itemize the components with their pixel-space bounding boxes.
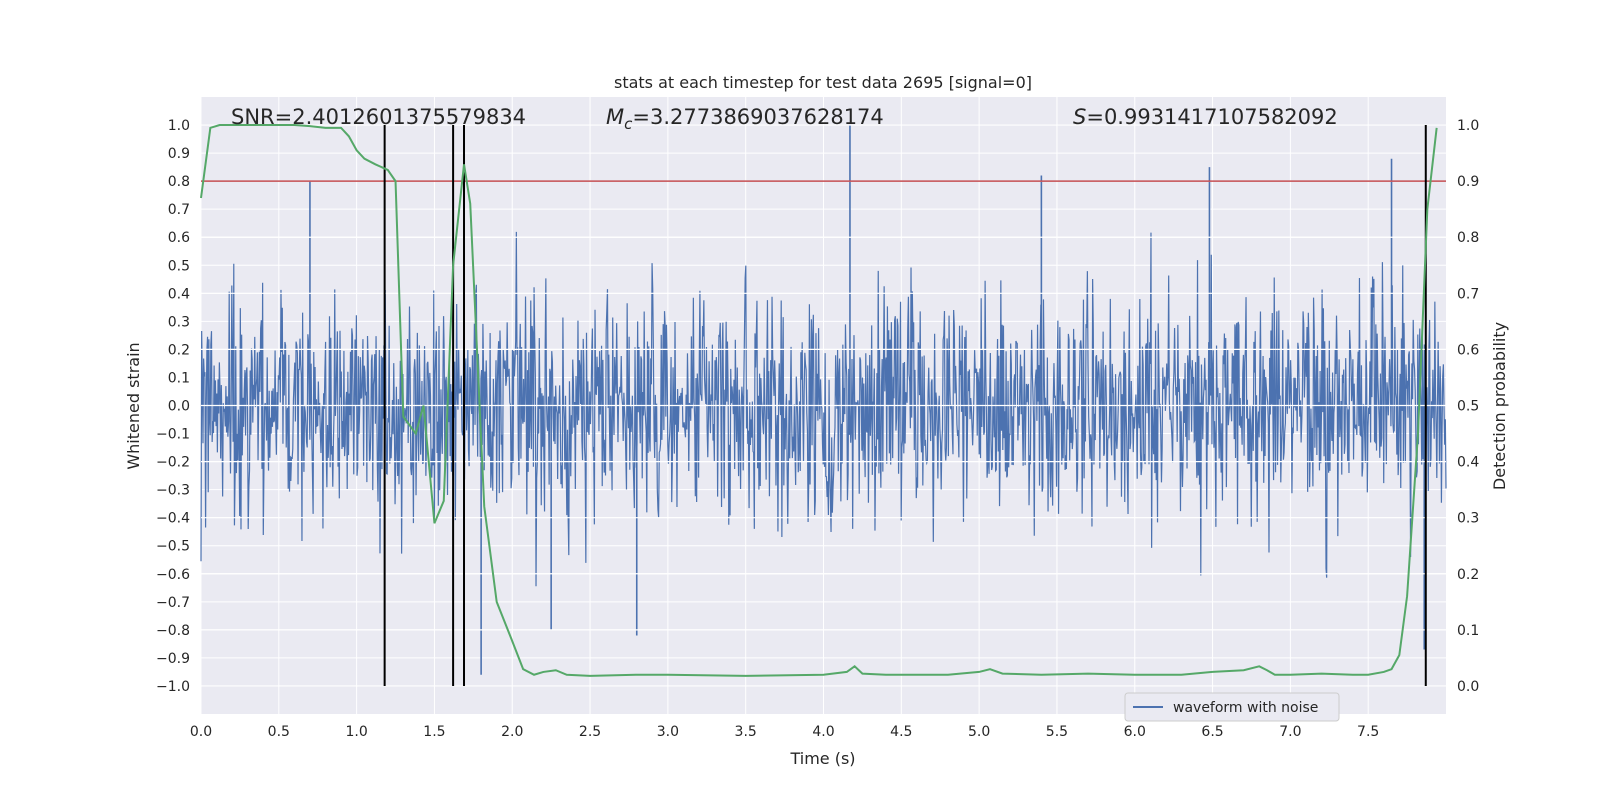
y-left-tick-label: 1.0 xyxy=(168,118,190,134)
x-axis-label: Time (s) xyxy=(789,749,855,768)
y-right-tick-label: 0.0 xyxy=(1457,679,1479,695)
legend-box xyxy=(1124,692,1340,722)
x-tick-label: 4.5 xyxy=(890,724,912,740)
y-left-tick-label: 0.0 xyxy=(168,399,190,415)
x-tick-label: 6.5 xyxy=(1201,724,1223,740)
y-left-tick-label: 0.7 xyxy=(168,202,190,218)
y-left-tick-label: 0.4 xyxy=(168,286,190,302)
y-left-tick-label: 0.6 xyxy=(168,230,190,246)
y-left-tick-label: 0.3 xyxy=(168,314,190,330)
y-left-tick-label: −0.5 xyxy=(156,539,190,555)
y-left-tick-label: 0.1 xyxy=(168,370,190,386)
x-tick-label: 6.0 xyxy=(1124,724,1146,740)
x-tick-label: 1.5 xyxy=(423,724,445,740)
s-annotation: S=0.9931417107582092 xyxy=(1073,105,1338,129)
y-left-tick-label: −0.7 xyxy=(156,595,190,611)
legend-label-waveform: waveform with noise xyxy=(1173,700,1318,716)
s-symbol: S xyxy=(1073,105,1086,129)
waveform-line xyxy=(200,231,1447,587)
y-left-tick-label: 0.2 xyxy=(168,342,190,358)
y-left-tick-label: −0.2 xyxy=(156,455,190,471)
chart-title: stats at each timestep for test data 269… xyxy=(614,73,1032,92)
y-axis-label-left: Whitened strain xyxy=(124,342,143,469)
chirp-mass-value: =3.2773869037628174 xyxy=(632,105,883,129)
y-left-tick-label: −0.3 xyxy=(156,483,190,499)
y-axis-label-right: Detection probability xyxy=(1490,322,1509,490)
y-right-tick-label: 0.9 xyxy=(1457,174,1479,190)
chirp-mass-annotation: Mc=3.2773869037628174 xyxy=(606,105,884,133)
x-tick-label: 4.0 xyxy=(812,724,834,740)
s-value: =0.9931417107582092 xyxy=(1086,105,1337,129)
snr-annotation: SNR=2.4012601375579834 xyxy=(231,105,526,129)
y-left-tick-label: −0.8 xyxy=(156,623,190,639)
x-tick-label: 7.5 xyxy=(1357,724,1379,740)
y-left-tick-label: −0.6 xyxy=(156,567,190,583)
y-left-tick-label: 0.8 xyxy=(168,174,190,190)
y-right-tick-label: 0.4 xyxy=(1457,455,1479,471)
y-right-tick-label: 0.2 xyxy=(1457,567,1479,583)
chirp-mass-subscript: c xyxy=(624,115,633,133)
y-left-tick-label: −0.4 xyxy=(156,511,190,527)
x-tick-label: 3.5 xyxy=(735,724,757,740)
y-right-tick-label: 1.0 xyxy=(1457,118,1479,134)
x-tick-label: 3.0 xyxy=(657,724,679,740)
y-left-tick-label: −1.0 xyxy=(156,679,190,695)
x-tick-label: 2.5 xyxy=(579,724,601,740)
x-tick-label: 0.5 xyxy=(268,724,290,740)
y-left-tick-label: 0.9 xyxy=(168,146,190,162)
y-right-tick-label: 0.3 xyxy=(1457,511,1479,527)
x-tick-label: 1.0 xyxy=(345,724,367,740)
y-right-tick-label: 0.5 xyxy=(1457,399,1479,415)
overlay-lines xyxy=(200,124,1446,686)
legend: waveform with noise xyxy=(1124,692,1340,722)
y-right-tick-label: 0.8 xyxy=(1457,230,1479,246)
detection-probability-line xyxy=(200,124,1438,677)
y-right-tick-label: 0.7 xyxy=(1457,286,1479,302)
x-tick-label: 2.0 xyxy=(501,724,523,740)
x-tick-label: 7.0 xyxy=(1279,724,1301,740)
x-tick-label: 5.0 xyxy=(968,724,990,740)
y-left-tick-label: −0.1 xyxy=(156,427,190,443)
tick-labels: 0.0 0.5 1.0 1.5 2.0 2.5 3.0 3.5 4.0 4.5 5.0 5.5 6.0 6… xyxy=(156,118,1479,740)
y-left-tick-label: 0.5 xyxy=(168,258,190,274)
waveform-series xyxy=(200,125,1447,675)
y-left-tick-label: −0.9 xyxy=(156,651,190,667)
chirp-mass-symbol: M xyxy=(606,105,624,129)
y-right-tick-label: 0.1 xyxy=(1457,623,1479,639)
x-tick-label: 5.5 xyxy=(1046,724,1068,740)
y-right-tick-label: 0.6 xyxy=(1457,342,1479,358)
x-tick-label: 0.0 xyxy=(190,724,212,740)
